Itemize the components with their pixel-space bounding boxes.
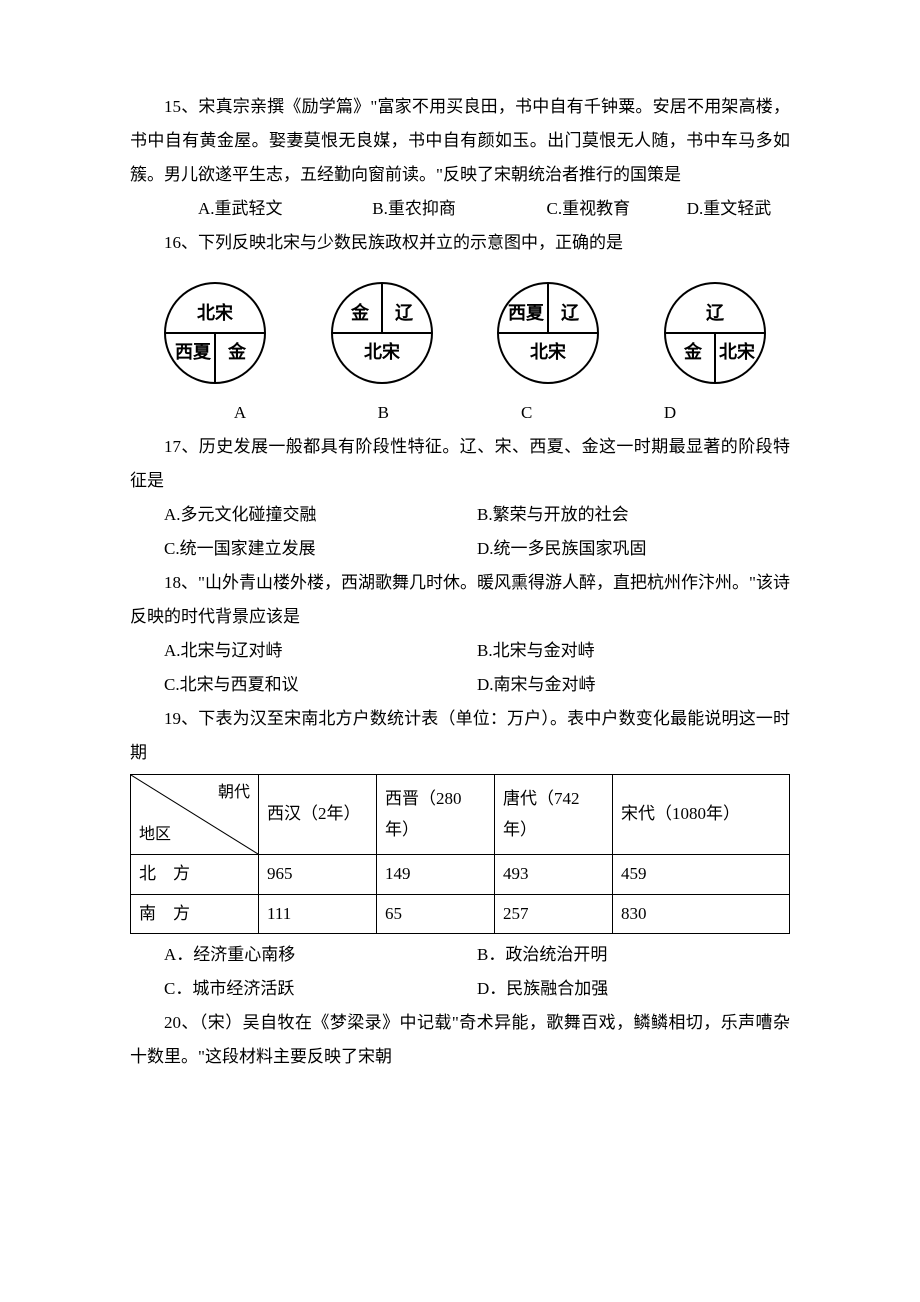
q17-opt-c: C.统一国家建立发展 bbox=[164, 532, 477, 566]
table-cell: 493 bbox=[495, 855, 613, 895]
table-cell: 965 bbox=[259, 855, 377, 895]
q17-row2: C.统一国家建立发展 D.统一多民族国家巩固 bbox=[164, 532, 790, 566]
table-cell: 65 bbox=[377, 894, 495, 934]
table-cell: 149 bbox=[377, 855, 495, 895]
q18-row1: A.北宋与辽对峙 B.北宋与金对峙 bbox=[164, 634, 790, 668]
q15-text: 15、宋真宗亲撰《励学篇》"富家不用买良田，书中自有千钟粟。安居不用架高楼，书中… bbox=[130, 90, 790, 192]
svg-text:北宋: 北宋 bbox=[530, 341, 566, 362]
circle-diagram: 金 辽 北宋 bbox=[327, 278, 437, 388]
q19-opt-d: D．民族融合加强 bbox=[477, 972, 790, 1006]
svg-text:西夏: 西夏 bbox=[508, 303, 545, 323]
table-cell: 111 bbox=[259, 894, 377, 934]
svg-text:金: 金 bbox=[227, 341, 247, 362]
svg-text:西夏: 西夏 bbox=[175, 342, 212, 362]
circle-diagram: 西夏 辽 北宋 bbox=[493, 278, 603, 388]
q18-opt-c: C.北宋与西夏和议 bbox=[164, 668, 477, 702]
q15-options: A.重武轻文 B.重农抑商 C.重视教育 D.重文轻武 bbox=[130, 192, 790, 226]
q17-row1: A.多元文化碰撞交融 B.繁荣与开放的社会 bbox=[164, 498, 790, 532]
q16-label-a: A bbox=[190, 396, 290, 430]
svg-text:金: 金 bbox=[350, 302, 370, 323]
q18-text: 18、"山外青山楼外楼，西湖歌舞几时休。暖风熏得游人醉，直把杭州作汴州。"该诗反… bbox=[130, 566, 790, 634]
q19-opt-b: B．政治统治开明 bbox=[477, 938, 790, 972]
svg-text:辽: 辽 bbox=[561, 303, 580, 323]
q18-opt-b: B.北宋与金对峙 bbox=[477, 634, 790, 668]
q16-diagrams: 北宋 西夏 金 金 辽 北宋 西夏 辽 北宋 bbox=[160, 278, 790, 388]
table-header: 唐代（742年） bbox=[495, 775, 613, 855]
table-header: 宋代（1080年） bbox=[613, 775, 790, 855]
q18-opt-d: D.南宋与金对峙 bbox=[477, 668, 790, 702]
q15-opt-c: C.重视教育 bbox=[513, 192, 683, 226]
q19-table: 朝代 地区 西汉（2年）西晋（280年）唐代（742年）宋代（1080年） 北 方… bbox=[130, 774, 790, 934]
svg-text:北宋: 北宋 bbox=[364, 341, 400, 362]
q18-row2: C.北宋与西夏和议 D.南宋与金对峙 bbox=[164, 668, 790, 702]
table-cell: 459 bbox=[613, 855, 790, 895]
q15-opt-a: A.重武轻文 bbox=[164, 192, 334, 226]
q16-label-b: B bbox=[333, 396, 433, 430]
q17-opt-a: A.多元文化碰撞交融 bbox=[164, 498, 477, 532]
q16-label-c: C bbox=[477, 396, 577, 430]
q19-row1: A．经济重心南移 B．政治统治开明 bbox=[164, 938, 790, 972]
q16-labels: A B C D bbox=[190, 396, 790, 430]
svg-text:辽: 辽 bbox=[395, 303, 414, 323]
table-cell: 257 bbox=[495, 894, 613, 934]
diag-top: 朝代 bbox=[218, 779, 250, 808]
diag-bottom: 地区 bbox=[139, 821, 171, 850]
q15-opt-b: B.重农抑商 bbox=[338, 192, 508, 226]
table-header: 西晋（280年） bbox=[377, 775, 495, 855]
svg-text:金: 金 bbox=[683, 341, 703, 362]
table-row-label: 北 方 bbox=[131, 855, 259, 895]
q17-opt-b: B.繁荣与开放的社会 bbox=[477, 498, 790, 532]
q19-opt-c: C．城市经济活跃 bbox=[164, 972, 477, 1006]
q16-text: 16、下列反映北宋与少数民族政权并立的示意图中，正确的是 bbox=[130, 226, 790, 260]
circle-diagram: 辽 金 北宋 bbox=[660, 278, 770, 388]
svg-text:辽: 辽 bbox=[706, 303, 725, 323]
q16-label-d: D bbox=[620, 396, 720, 430]
q20-text: 20、（宋）吴自牧在《梦梁录》中记载"奇术异能，歌舞百戏，鳞鳞相切，乐声嘈杂十数… bbox=[130, 1006, 790, 1074]
table-header: 西汉（2年） bbox=[259, 775, 377, 855]
q17-text: 17、历史发展一般都具有阶段性特征。辽、宋、西夏、金这一时期最显著的阶段特征是 bbox=[130, 430, 790, 498]
table-diag-cell: 朝代 地区 bbox=[131, 775, 259, 855]
circle-diagram: 北宋 西夏 金 bbox=[160, 278, 270, 388]
svg-text:北宋: 北宋 bbox=[719, 341, 755, 362]
q19-text: 19、下表为汉至宋南北方户数统计表（单位：万户）。表中户数变化最能说明这一时期 bbox=[130, 702, 790, 770]
svg-text:北宋: 北宋 bbox=[197, 302, 233, 323]
q19-opt-a: A．经济重心南移 bbox=[164, 938, 477, 972]
q19-row2: C．城市经济活跃 D．民族融合加强 bbox=[164, 972, 790, 1006]
q15-opt-d: D.重文轻武 bbox=[687, 199, 772, 218]
q18-opt-a: A.北宋与辽对峙 bbox=[164, 634, 477, 668]
q17-opt-d: D.统一多民族国家巩固 bbox=[477, 532, 790, 566]
table-cell: 830 bbox=[613, 894, 790, 934]
table-row-label: 南 方 bbox=[131, 894, 259, 934]
